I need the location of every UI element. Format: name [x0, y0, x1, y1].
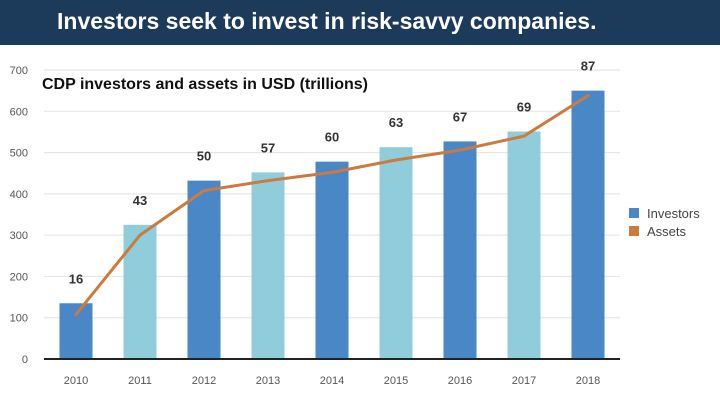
data-label: 67 — [453, 109, 467, 124]
data-label: 87 — [581, 59, 595, 74]
legend: Investors Assets — [629, 206, 700, 239]
x-tick-label: 2011 — [128, 375, 152, 387]
legend-label-investors: Investors — [647, 206, 700, 221]
y-tick-label: 100 — [10, 313, 28, 325]
bar — [123, 224, 157, 359]
data-labels: 16 43 50 57 60 63 67 69 87 — [69, 59, 595, 287]
investor-bars — [59, 90, 605, 360]
legend-label-assets: Assets — [647, 224, 687, 239]
y-tick-label: 0 — [22, 354, 28, 366]
y-tick-label: 300 — [10, 230, 28, 242]
chart-title: CDP investors and assets in USD (trillio… — [42, 76, 368, 93]
x-tick-label: 2015 — [384, 375, 408, 387]
bar — [59, 303, 93, 359]
data-label: 43 — [133, 193, 147, 208]
x-tick-label: 2014 — [320, 375, 344, 387]
y-tick-label: 500 — [10, 148, 28, 160]
legend-swatch-investors — [629, 208, 639, 218]
header-banner: Investors seek to invest in risk-savvy c… — [0, 0, 720, 45]
data-label: 63 — [389, 115, 403, 130]
y-tick-label: 400 — [10, 189, 28, 201]
assets-line — [74, 94, 590, 316]
data-label: 16 — [69, 271, 83, 286]
y-axis-ticks: 0 100 200 300 400 500 600 700 — [10, 65, 28, 366]
y-tick-label: 700 — [10, 65, 28, 77]
x-tick-label: 2018 — [576, 375, 600, 387]
x-tick-label: 2013 — [256, 375, 280, 387]
x-axis-ticks: 2010 2011 2012 2013 2014 2015 2016 2017 2018 — [64, 375, 600, 387]
x-tick-label: 2010 — [64, 375, 88, 387]
x-tick-label: 2017 — [512, 375, 536, 387]
bar — [187, 180, 221, 359]
y-tick-label: 600 — [10, 106, 28, 118]
data-label: 50 — [197, 149, 211, 164]
bar — [571, 90, 605, 360]
data-label: 69 — [517, 100, 531, 115]
bar — [443, 141, 477, 359]
bar — [251, 172, 285, 359]
bar — [379, 147, 413, 359]
legend-swatch-assets — [629, 226, 639, 236]
page-title: Investors seek to invest in risk-savvy c… — [57, 8, 597, 34]
x-tick-label: 2012 — [192, 375, 216, 387]
bar — [507, 131, 541, 359]
data-label: 57 — [261, 140, 275, 155]
bar — [315, 161, 349, 359]
data-label: 60 — [325, 130, 339, 145]
x-tick-label: 2016 — [448, 375, 472, 387]
y-tick-label: 200 — [10, 271, 28, 283]
